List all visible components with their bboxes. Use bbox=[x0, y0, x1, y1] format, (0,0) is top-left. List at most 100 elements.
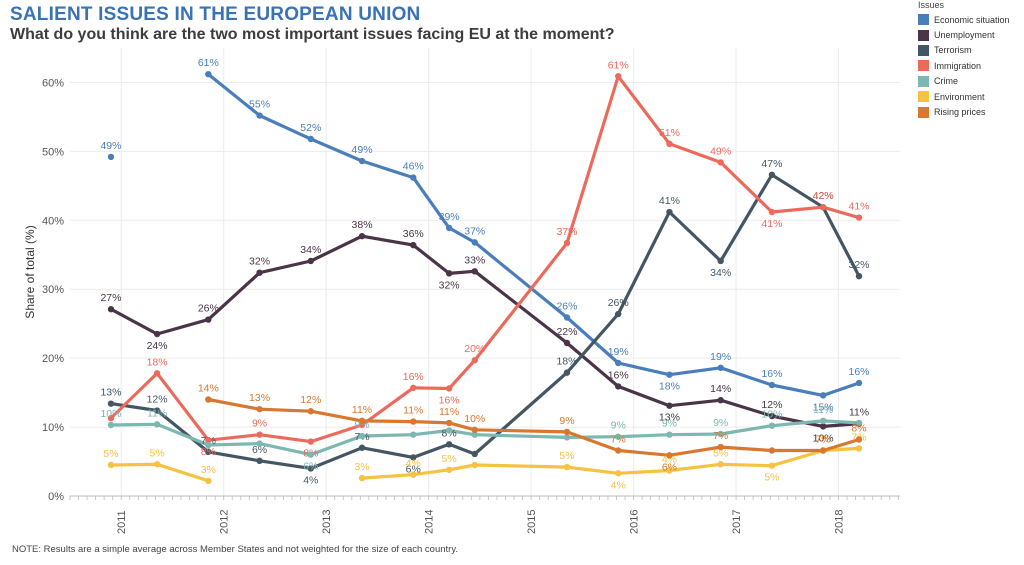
data-label: 33% bbox=[464, 254, 485, 266]
data-label: 9% bbox=[559, 415, 574, 427]
data-point bbox=[768, 381, 776, 389]
data-label: 41% bbox=[761, 218, 782, 230]
data-label: 7% bbox=[816, 434, 831, 446]
data-label: 12% bbox=[300, 394, 321, 406]
data-label: 15% bbox=[813, 401, 834, 413]
data-point bbox=[445, 270, 453, 277]
legend-items: Economic situation Unemployment Terrorism I… bbox=[918, 12, 1010, 120]
data-label: 6% bbox=[662, 461, 677, 473]
data-label: 6% bbox=[252, 444, 267, 456]
y-tick-label: 60% bbox=[42, 77, 64, 89]
data-point bbox=[153, 330, 161, 338]
data-point bbox=[445, 224, 453, 232]
data-point bbox=[153, 421, 161, 428]
legend-item: Environment bbox=[918, 89, 1010, 104]
data-label: 32% bbox=[439, 279, 460, 291]
data-point bbox=[445, 427, 453, 434]
data-point bbox=[410, 384, 417, 391]
data-point bbox=[307, 438, 315, 445]
series-line bbox=[206, 72, 861, 397]
data-point bbox=[205, 448, 212, 456]
data-label: 4% bbox=[303, 474, 318, 486]
data-point bbox=[717, 396, 724, 404]
data-point bbox=[717, 443, 724, 451]
data-label: 47% bbox=[761, 158, 782, 170]
legend-item: Terrorism bbox=[918, 43, 1010, 58]
x-tick-label: 2011 bbox=[116, 510, 128, 534]
data-point bbox=[107, 400, 115, 407]
data-point bbox=[358, 444, 366, 451]
data-label: 13% bbox=[249, 392, 270, 404]
legend-swatch bbox=[918, 60, 929, 72]
data-label: 55% bbox=[249, 99, 270, 111]
data-point bbox=[768, 462, 776, 469]
data-label: 24% bbox=[147, 340, 168, 352]
data-point bbox=[153, 407, 161, 414]
data-label: 10% bbox=[813, 432, 834, 444]
data-label: 14% bbox=[710, 383, 731, 395]
data-point bbox=[410, 471, 417, 478]
data-label: 61% bbox=[608, 59, 629, 71]
legend-label: Rising prices bbox=[934, 107, 986, 118]
legend-swatch bbox=[918, 106, 929, 118]
data-label: 34% bbox=[300, 244, 321, 256]
data-label: 10% bbox=[761, 409, 782, 421]
data-point bbox=[717, 430, 724, 438]
data-label: 3% bbox=[201, 464, 216, 476]
data-point bbox=[563, 434, 571, 441]
y-axis-label: Share of total (%) bbox=[23, 225, 37, 318]
chart-subtitle: What do you think are the two most impor… bbox=[10, 26, 615, 43]
data-point bbox=[410, 431, 417, 438]
data-label: 5% bbox=[764, 472, 779, 484]
data-label: 18% bbox=[556, 356, 577, 368]
data-point bbox=[107, 153, 115, 161]
data-label: 11% bbox=[403, 405, 423, 417]
data-point bbox=[615, 310, 622, 318]
data-label: 49% bbox=[100, 140, 121, 152]
chart-title: SALIENT ISSUES IN THE EUROPEAN UNION bbox=[10, 4, 421, 25]
data-point bbox=[471, 450, 478, 458]
legend-item: Crime bbox=[918, 74, 1010, 89]
data-point bbox=[205, 436, 212, 444]
data-point bbox=[107, 306, 115, 313]
data-label: 7% bbox=[816, 434, 831, 446]
data-label: 42% bbox=[813, 190, 834, 202]
data-point bbox=[666, 467, 673, 474]
data-label: 5% bbox=[559, 450, 574, 462]
data-label: 6% bbox=[303, 461, 318, 473]
data-label: 20% bbox=[464, 343, 485, 355]
data-label: 4% bbox=[611, 479, 626, 491]
data-point bbox=[358, 157, 366, 165]
legend-label: Immigration bbox=[934, 60, 982, 71]
legend: Issues Economic situation Unemployment Ter… bbox=[918, 0, 1010, 120]
data-label: 16% bbox=[761, 368, 782, 380]
data-point bbox=[153, 370, 161, 377]
data-point bbox=[256, 405, 263, 413]
data-label: 39% bbox=[439, 211, 460, 223]
data-label: 9% bbox=[713, 417, 728, 429]
data-point bbox=[471, 426, 478, 434]
data-point bbox=[358, 474, 366, 482]
y-tick-label: 40% bbox=[42, 215, 64, 227]
legend-title: Issues bbox=[918, 0, 945, 10]
data-point bbox=[410, 241, 417, 249]
series-line bbox=[109, 74, 861, 444]
data-label: 18% bbox=[659, 381, 680, 393]
data-label: 7% bbox=[611, 434, 626, 446]
data-point bbox=[717, 257, 724, 265]
data-label: 22% bbox=[556, 326, 577, 338]
data-point bbox=[205, 316, 212, 323]
data-label: 11% bbox=[849, 407, 869, 419]
data-point bbox=[768, 171, 776, 179]
data-point bbox=[855, 379, 863, 387]
legend-swatch bbox=[918, 91, 929, 103]
data-point bbox=[410, 454, 417, 461]
legend-swatch bbox=[918, 75, 929, 87]
data-point bbox=[563, 239, 571, 247]
legend-item: Unemployment bbox=[918, 27, 1010, 42]
data-label: 11% bbox=[147, 407, 167, 419]
data-point bbox=[855, 445, 863, 452]
data-point bbox=[307, 465, 315, 472]
y-tick-label: 50% bbox=[42, 146, 64, 158]
